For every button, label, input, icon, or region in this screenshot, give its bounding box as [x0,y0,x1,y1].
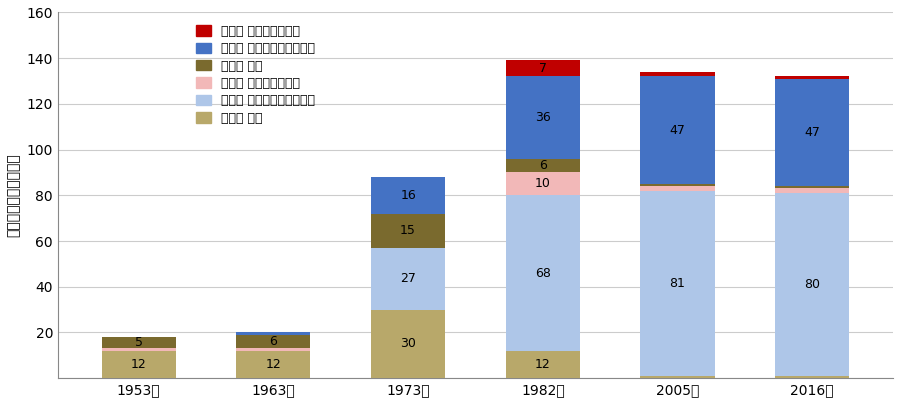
Bar [371,177,446,214]
Text: 27: 27 [400,272,416,285]
Text: 12: 12 [130,358,147,371]
Bar [237,349,310,351]
Bar [641,76,715,184]
Y-axis label: （平方キロメートル）: （平方キロメートル） [7,154,21,237]
Bar [506,173,580,195]
Text: 10: 10 [535,177,551,190]
Text: 47: 47 [670,124,686,137]
Text: 6: 6 [539,159,547,172]
Bar [371,214,446,248]
Bar [641,72,715,76]
Text: 30: 30 [400,337,416,350]
Bar [102,337,176,349]
Text: 81: 81 [670,277,686,290]
Bar [775,188,850,193]
Bar [506,351,580,378]
Legend: 中学校 鉄骨造・その他, 中学校 鉄筋コンクリート造, 中学校 木造, 小学校 鉄骨造・その他, 小学校 鉄筋コンクリート造, 小学校 木造: 中学校 鉄骨造・その他, 中学校 鉄筋コンクリート造, 中学校 木造, 小学校 … [194,22,318,127]
Bar [641,186,715,191]
Bar [506,61,580,76]
Text: 36: 36 [535,111,551,124]
Text: 47: 47 [805,126,820,139]
Text: 68: 68 [535,267,551,280]
Bar [506,195,580,351]
Text: 12: 12 [535,358,551,371]
Bar [102,349,176,351]
Bar [641,184,715,186]
Bar [775,186,850,188]
Bar [371,248,446,309]
Text: 80: 80 [805,278,820,291]
Text: 6: 6 [269,335,277,348]
Bar [237,335,310,349]
Bar [775,193,850,376]
Bar [371,309,446,378]
Bar [775,76,850,79]
Bar [775,79,850,186]
Bar [641,191,715,376]
Bar [775,376,850,378]
Bar [237,332,310,335]
Text: 7: 7 [539,62,547,75]
Bar [237,351,310,378]
Text: 12: 12 [266,358,282,371]
Bar [102,351,176,378]
Text: 15: 15 [400,224,416,237]
Text: 5: 5 [135,336,143,349]
Bar [641,376,715,378]
Bar [506,76,580,159]
Text: 16: 16 [400,189,416,202]
Bar [506,159,580,173]
